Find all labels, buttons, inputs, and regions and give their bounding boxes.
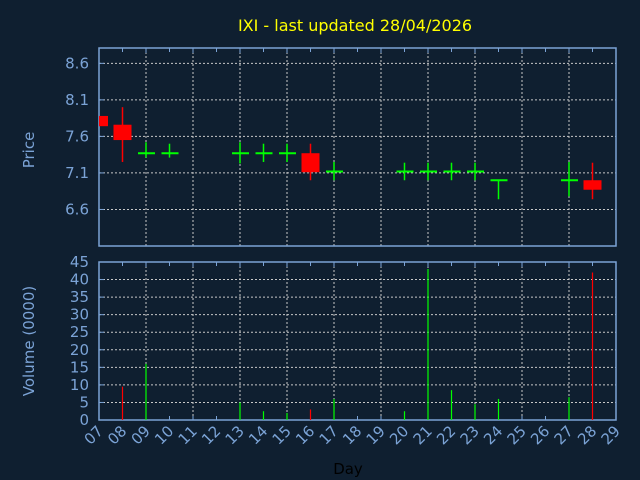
y-axis-label: Price — [20, 132, 38, 169]
volume-tick-label: 5 — [79, 393, 89, 411]
x-tick-label: 13 — [222, 422, 248, 448]
x-tick-label: 20 — [386, 422, 412, 448]
volume-plot-frame — [98, 261, 617, 421]
x-tick-label: 18 — [339, 422, 365, 448]
x-tick-label: 09 — [128, 422, 154, 448]
candle-body — [99, 115, 108, 127]
volume-tick-label: 25 — [70, 323, 89, 341]
volume-tick-label: 15 — [70, 358, 89, 376]
volume-tick-label: 0 — [79, 411, 89, 429]
x-tick-label: 23 — [457, 422, 483, 448]
price-plot-frame — [98, 47, 617, 247]
price-tick-label: 7.1 — [65, 164, 89, 182]
x-tick-label: 15 — [269, 422, 295, 448]
x-tick-label: 26 — [527, 422, 553, 448]
price-tick-label: 7.6 — [65, 127, 89, 145]
x-tick-label: 16 — [292, 422, 318, 448]
x-tick-label: 10 — [151, 422, 177, 448]
candle-body — [301, 153, 320, 173]
x-tick-label: 19 — [363, 422, 389, 448]
x-tick-label: 08 — [104, 422, 130, 448]
candle-body — [583, 180, 602, 190]
x-tick-label: 28 — [574, 422, 600, 448]
x-tick-label: 29 — [598, 422, 624, 448]
volume-tick-label: 45 — [70, 253, 89, 271]
volume-tick-label: 35 — [70, 288, 89, 306]
candle-body — [113, 124, 132, 141]
x-tick-label: 25 — [504, 422, 530, 448]
x-tick-label: 17 — [316, 422, 342, 448]
price-tick-label: 8.6 — [65, 54, 89, 72]
price-tick-label: 6.6 — [65, 200, 89, 218]
volume-tick-label: 10 — [70, 376, 89, 394]
x-tick-label: 21 — [410, 422, 436, 448]
volume-tick-label: 20 — [70, 341, 89, 359]
x-axis-label: Day — [333, 460, 363, 478]
x-tick-label: 27 — [551, 422, 577, 448]
price-tick-label: 8.1 — [65, 91, 89, 109]
x-tick-label: 14 — [245, 422, 271, 448]
candles-group — [99, 107, 602, 200]
x-tick-label: 11 — [175, 422, 201, 448]
x-tick-label: 22 — [433, 422, 459, 448]
volume-tick-label: 40 — [70, 271, 89, 289]
x-tick-label: 12 — [198, 422, 224, 448]
x-tick-label: 24 — [480, 422, 506, 448]
volume-tick-label: 30 — [70, 306, 89, 324]
chart-title: IXI - last updated 28/04/2026 — [238, 16, 472, 35]
volume-axis-label: Volume (0000) — [20, 286, 38, 396]
